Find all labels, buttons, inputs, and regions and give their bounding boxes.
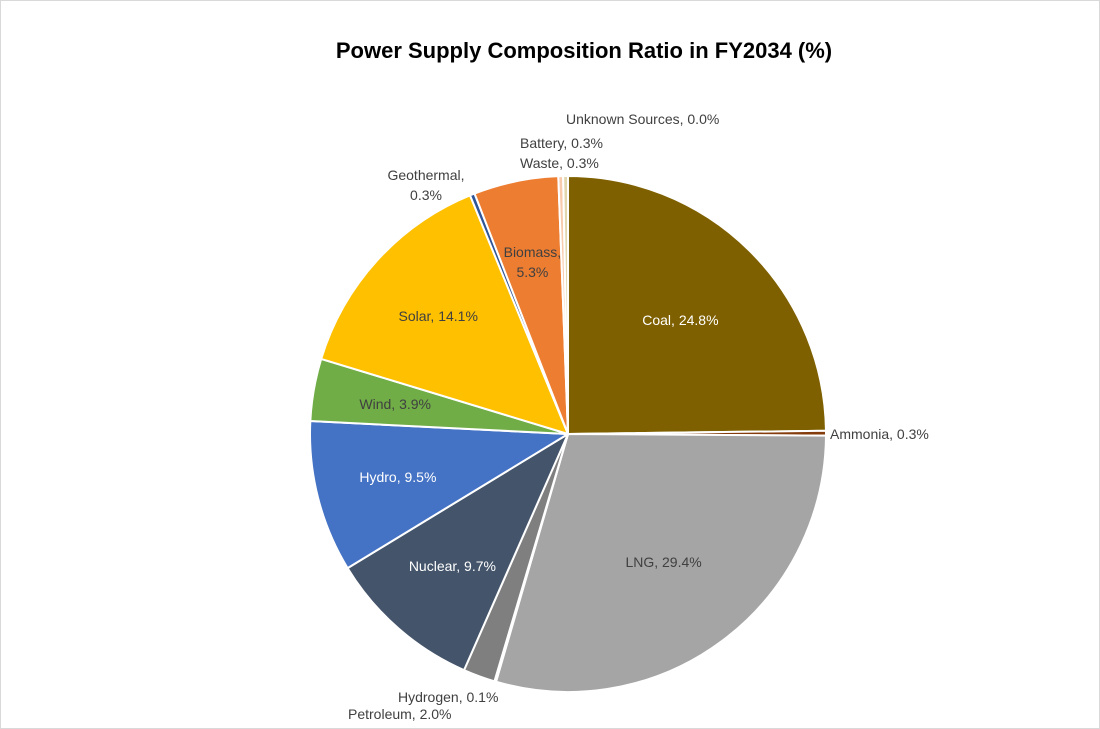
slice-battery [562, 175, 569, 435]
data-label-solar: Solar, 14.1% [399, 308, 478, 324]
data-label-coal: Coal, 24.8% [642, 312, 718, 328]
data-label-waste: Waste, 0.3% [520, 155, 599, 171]
slice-coal [567, 175, 827, 435]
slice-nuclear [346, 433, 569, 672]
data-label-hydro: Hydro, 9.5% [359, 469, 436, 485]
data-label-lng: LNG, 29.4% [625, 554, 701, 570]
pie-slices [309, 175, 827, 693]
data-label-hydrogen: Hydrogen, 0.1% [398, 689, 498, 705]
data-label-nuclear: Nuclear, 9.7% [409, 558, 496, 574]
data-label-geothermal: Geothermal, 0.3% [387, 167, 464, 203]
data-label-biomass: Biomass, 5.3% [504, 244, 562, 280]
slice-hydro [309, 420, 569, 570]
slice-lng [495, 433, 827, 693]
slice-solar [320, 194, 569, 435]
data-labels: Coal, 24.8% Ammonia, 0.3% LNG, 29.4% Hydrog… [348, 111, 929, 722]
data-label-wind: Wind, 3.9% [359, 396, 431, 412]
data-label-battery: Battery, 0.3% [520, 135, 603, 151]
data-label-petroleum: Petroleum, 2.0% [348, 706, 452, 722]
data-label-ammonia: Ammonia, 0.3% [830, 426, 929, 442]
chart-title: Power Supply Composition Ratio in FY2034… [336, 38, 832, 63]
data-label-unknown-sources: Unknown Sources, 0.0% [566, 111, 719, 127]
